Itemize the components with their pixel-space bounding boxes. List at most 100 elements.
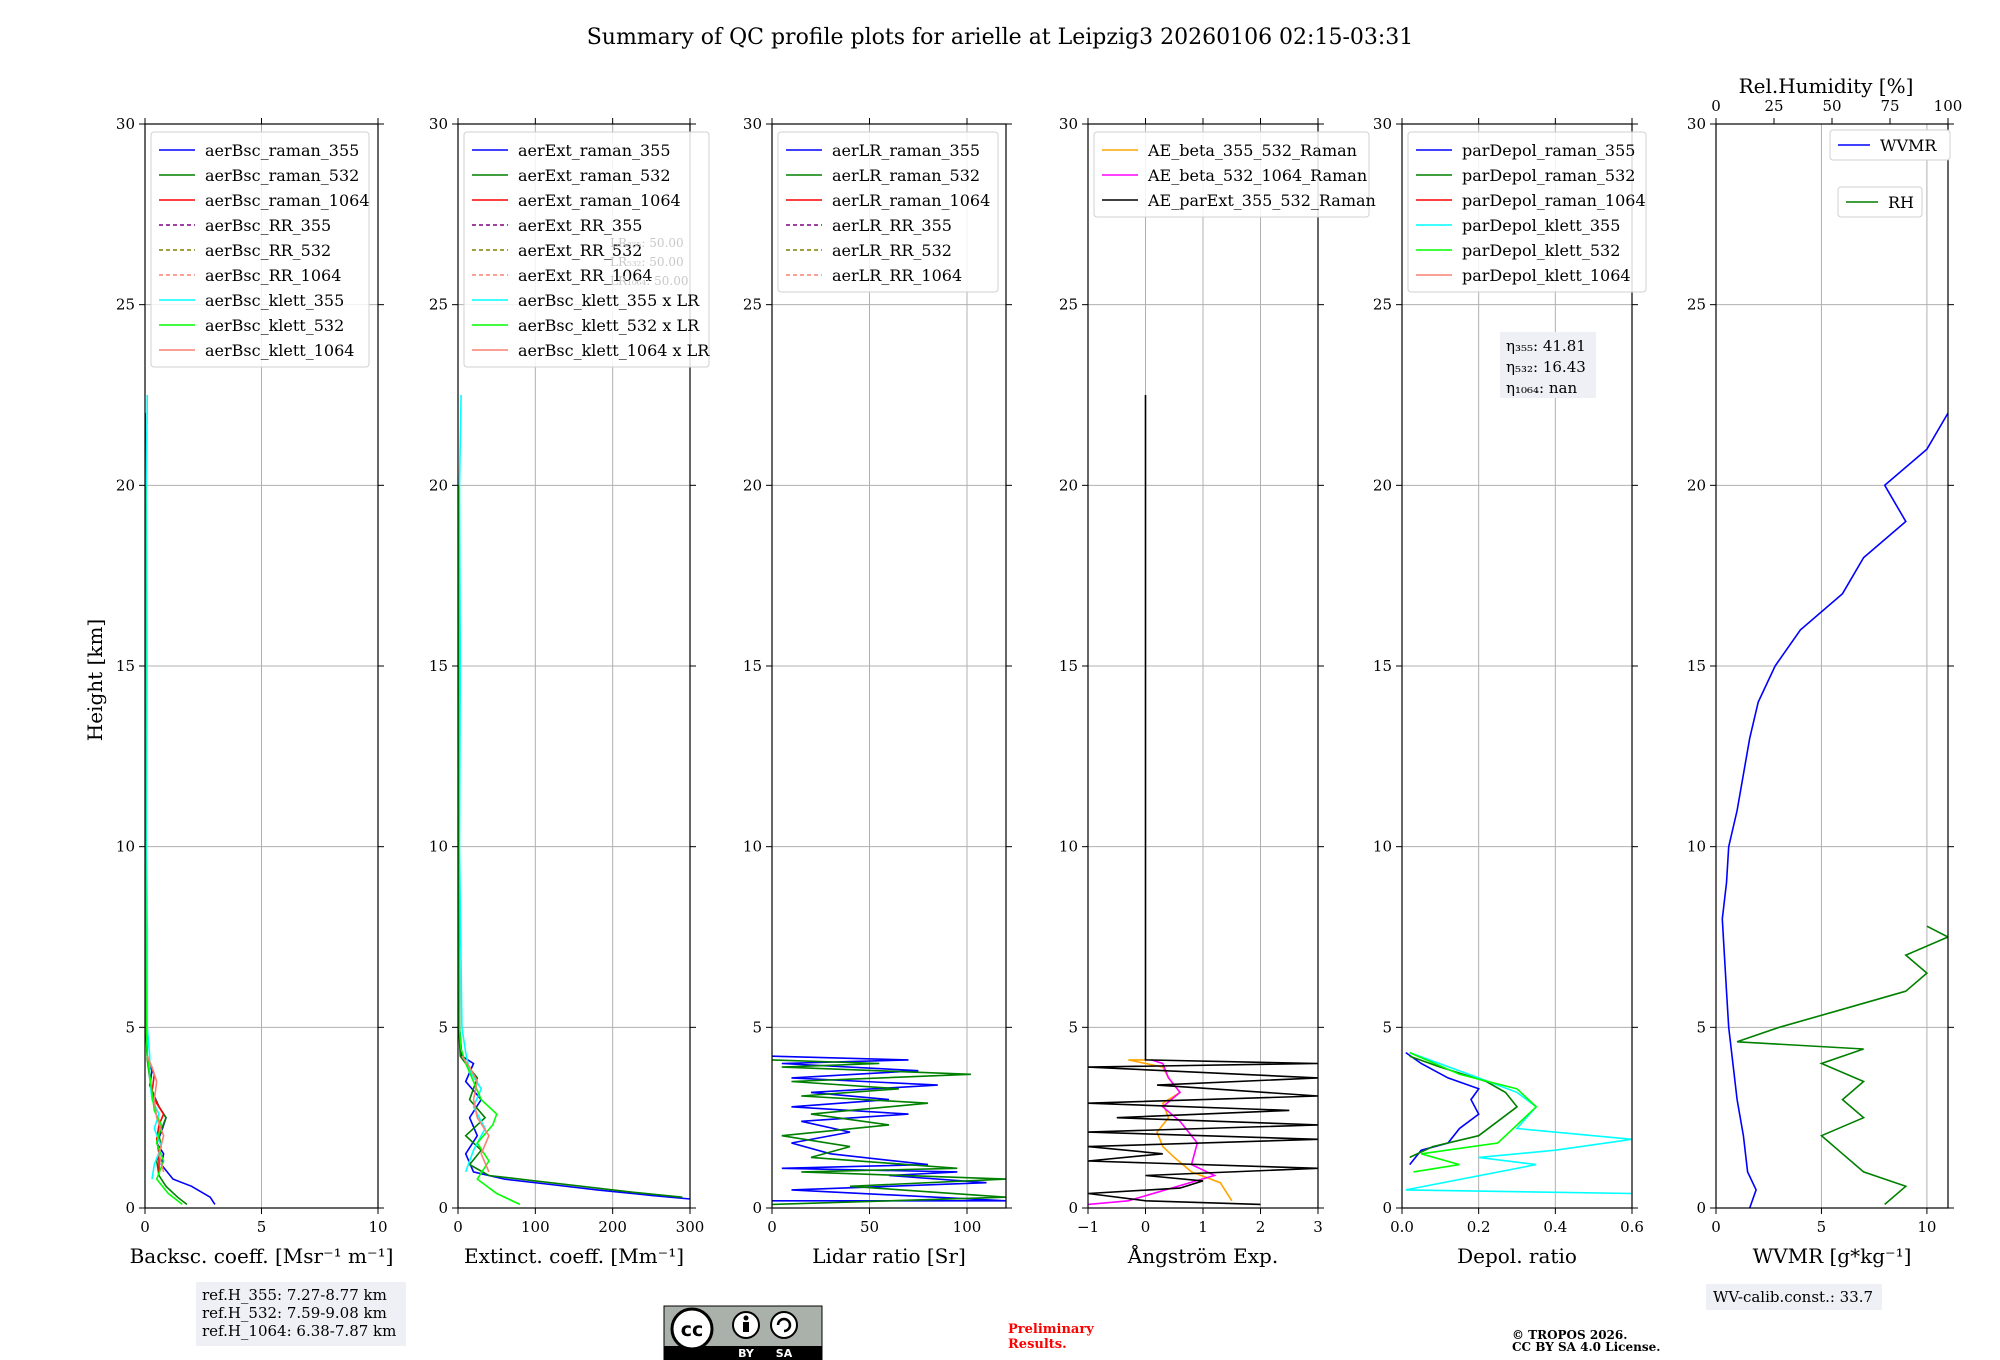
series-group	[1088, 395, 1318, 1206]
series-line-aerlr-raman-355	[772, 1055, 1006, 1202]
x-tick-label: 300	[676, 1218, 705, 1236]
y-tick-label: 15	[1687, 657, 1706, 675]
top-x-tick-label: 100	[1934, 97, 1963, 115]
y-tick-label: 25	[429, 296, 448, 314]
y-tick-label: 20	[429, 476, 448, 494]
panel-bsc: 0 5 10 15 20 25 30 0 5 10 Backsc. coeff. [Msr⁻¹ m⁻…	[116, 115, 393, 1268]
x-tick-label: 10	[1917, 1218, 1936, 1236]
x-tick-label: 0.6	[1620, 1218, 1644, 1236]
legend-label: aerExt_RR_355	[518, 216, 642, 235]
legend-label: parDepol_raman_1064	[1462, 191, 1646, 210]
x-axis-label: Ångström Exp.	[1127, 1243, 1278, 1268]
y-axis-label: Height [km]	[83, 619, 107, 741]
x-tick-label: 0	[140, 1218, 150, 1236]
copyright-line-2: CC BY SA 4.0 License.	[1512, 1340, 1660, 1354]
legend-label: aerBsc_klett_1064	[205, 341, 354, 360]
y-tick-label: 30	[429, 115, 448, 133]
y-tick-label: 20	[743, 476, 762, 494]
y-tick-label: 15	[743, 657, 762, 675]
y-tick-label: 15	[1059, 657, 1078, 675]
series-line-aerbsc-klett-355-x-lr	[458, 394, 487, 1173]
legend-label: aerBsc_klett_355	[205, 291, 344, 310]
series-line-aerbsc-klett-532-x-lr	[458, 485, 521, 1206]
legend-label: aerLR_RR_355	[832, 216, 952, 235]
series-group	[458, 394, 690, 1206]
legend-label: aerBsc_klett_532	[205, 316, 344, 335]
legend-box: aerExt_raman_355 aerExt_raman_532 aerExt_r…	[463, 131, 710, 368]
legend-label: aerBsc_raman_532	[205, 166, 359, 185]
x-tick-label: 100	[521, 1218, 550, 1236]
y-tick-label: 5	[752, 1018, 762, 1036]
y-tick-label: 20	[1687, 476, 1706, 494]
y-tick-label: 0	[1068, 1199, 1078, 1217]
y-tick-label: 5	[438, 1018, 448, 1036]
legend-box: WVMR	[1829, 129, 1951, 161]
axes-frame	[1401, 123, 1633, 1209]
x-tick-label: 3	[1313, 1218, 1323, 1236]
legend-frame	[463, 131, 710, 368]
series-line-aerext-raman-355	[458, 485, 690, 1200]
legend-label: aerExt_raman_1064	[518, 191, 681, 210]
y-tick-label: 0	[125, 1199, 135, 1217]
series-group	[1405, 1051, 1632, 1195]
x-axis-label: Depol. ratio	[1457, 1244, 1577, 1268]
y-tick-label: 0	[438, 1199, 448, 1217]
lr-annotation: LR₅₃₂: 50.00	[610, 255, 684, 269]
x-tick-label: 0.2	[1467, 1218, 1491, 1236]
top-x-tick-label: 0	[1711, 97, 1721, 115]
y-tick-label: 20	[1059, 476, 1078, 494]
eta-box: η₃₅₅: 41.81 η₅₃₂: 16.43 η₁₀₆₄: nan	[1500, 332, 1596, 398]
legend-frame	[1837, 186, 1923, 218]
wv-calib-const: WV-calib.const.: 33.7	[1713, 1288, 1873, 1306]
legend-label: aerExt_RR_532	[518, 241, 642, 260]
legend-frame	[150, 131, 370, 368]
eta-value: η₁₀₆₄: nan	[1506, 379, 1577, 397]
legend-label: AE_parExt_355_532_Raman	[1147, 191, 1376, 210]
legend-label: aerBsc_raman_1064	[205, 191, 370, 210]
legend-box: RH	[1837, 186, 1923, 218]
legend-label: aerLR_RR_1064	[832, 266, 962, 285]
axes-frame	[1715, 123, 1949, 1209]
x-tick-label: 0	[767, 1218, 777, 1236]
preliminary-line-1: Preliminary	[1008, 1322, 1094, 1337]
legend-label: aerBsc_RR_1064	[205, 266, 341, 285]
y-tick-label: 5	[125, 1018, 135, 1036]
y-tick-label: 25	[116, 296, 135, 314]
legend-box: aerBsc_raman_355 aerBsc_raman_532 aerBsc_r…	[150, 131, 370, 368]
legend-frame	[1407, 131, 1647, 293]
panel-lr: 0 5 10 15 20 25 30 0 50 100 Lidar ratio [Sr] aerLR_…	[743, 115, 1012, 1268]
axes-frame	[771, 123, 1007, 1209]
legend-label: aerExt_raman_355	[518, 141, 671, 160]
legend-label: AE_beta_532_1064_Raman	[1147, 166, 1367, 185]
y-tick-label: 0	[1382, 1199, 1392, 1217]
y-tick-label: 30	[743, 115, 762, 133]
x-axis-label: WVMR [g*kg⁻¹]	[1753, 1244, 1912, 1268]
x-tick-label: 0	[1141, 1218, 1151, 1236]
series-group	[772, 1055, 1006, 1206]
x-axis-label: Extinct. coeff. [Mm⁻¹]	[464, 1244, 684, 1268]
x-axis-label: Backsc. coeff. [Msr⁻¹ m⁻¹]	[130, 1244, 394, 1268]
eta-frame	[1500, 332, 1596, 398]
legend-label: aerBsc_klett_1064 x LR	[518, 341, 710, 360]
legend-label: aerLR_raman_355	[832, 141, 980, 160]
legend-frame	[1093, 131, 1370, 218]
legend-label: aerBsc_RR_532	[205, 241, 331, 260]
ref-height-355: ref.H_355: 7.27-8.77 km	[202, 1286, 387, 1304]
y-tick-label: 30	[1687, 115, 1706, 133]
lr-annotation: LR₁₀₆₄: 50.00	[610, 274, 688, 288]
legend-label: parDepol_klett_1064	[1462, 266, 1631, 285]
series-line-aerlr-raman-532	[772, 1059, 1006, 1206]
legend-label: aerExt_RR_1064	[518, 266, 653, 285]
legend-label: aerBsc_RR_355	[205, 216, 331, 235]
y-tick-label: 10	[429, 838, 448, 856]
series-line-aerbsc-klett-532	[145, 485, 183, 1206]
x-tick-label: 1	[1198, 1218, 1208, 1236]
y-tick-label: 10	[1687, 838, 1706, 856]
cc-license-badge: cc BY SA	[663, 1305, 823, 1360]
x-tick-label: 10	[368, 1218, 387, 1236]
x-tick-label: 5	[257, 1218, 267, 1236]
lr-annotation: LR₃₅₅: 50.00	[610, 236, 684, 250]
x-tick-label: 0	[1711, 1218, 1721, 1236]
y-tick-label: 25	[1687, 296, 1706, 314]
